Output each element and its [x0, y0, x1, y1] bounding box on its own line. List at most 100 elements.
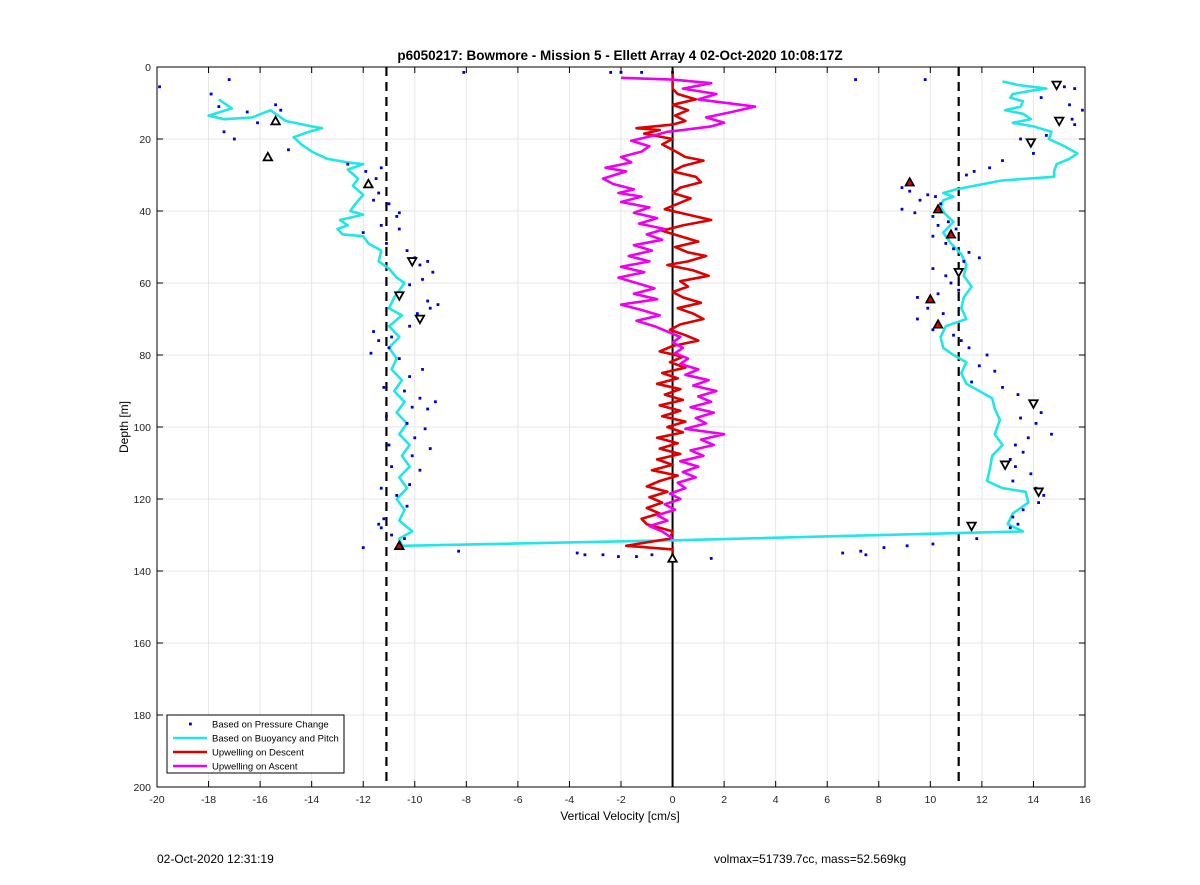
x-axis-label: Vertical Velocity [cm/s] — [560, 809, 679, 823]
data-point — [959, 339, 963, 342]
x-tick-label: -20 — [149, 794, 164, 806]
data-point — [640, 71, 644, 74]
data-point — [426, 299, 430, 303]
data-point — [457, 549, 460, 553]
glider-marker — [904, 176, 916, 187]
y-axis-label: Depth [m] — [117, 401, 131, 453]
data-point — [385, 242, 388, 245]
data-point — [408, 483, 412, 486]
y-tick-label: 100 — [133, 422, 151, 434]
series-upwelling-on-ascent — [601, 76, 757, 540]
glider-marker — [1053, 116, 1065, 128]
data-point — [1016, 522, 1020, 526]
data-point — [1073, 87, 1077, 90]
data-point — [952, 333, 955, 337]
data-point — [410, 405, 414, 409]
data-point — [931, 328, 935, 332]
x-tick-label: -4 — [565, 794, 574, 806]
data-point — [379, 224, 383, 227]
data-point — [575, 551, 579, 555]
x-tick-label: -8 — [462, 794, 471, 806]
series-line — [207, 80, 1079, 548]
data-point — [908, 189, 912, 193]
data-point — [382, 386, 386, 389]
series-layer — [158, 70, 1084, 563]
data-point — [972, 170, 976, 173]
data-point — [382, 517, 386, 521]
data-point — [423, 427, 427, 431]
x-tick-label: -14 — [304, 794, 319, 806]
data-point — [859, 549, 863, 553]
data-point — [405, 504, 409, 508]
y-tick-label: 140 — [133, 566, 151, 578]
data-point — [609, 71, 613, 74]
data-point — [403, 389, 406, 393]
data-point — [931, 267, 935, 270]
y-tick-label: 20 — [139, 134, 151, 146]
data-point — [377, 191, 381, 195]
legend-box — [166, 714, 345, 774]
y-tick-label: 0 — [145, 62, 151, 74]
data-point — [462, 71, 466, 74]
legend-label: Upwelling on Ascent — [212, 762, 298, 773]
data-point — [944, 274, 948, 278]
data-point — [387, 443, 391, 447]
data-point — [395, 215, 399, 218]
data-point — [209, 92, 213, 96]
data-point — [1008, 526, 1012, 530]
data-point — [413, 436, 417, 440]
data-point — [372, 330, 375, 333]
data-point — [952, 247, 955, 251]
data-point — [279, 108, 283, 112]
data-point — [635, 555, 638, 558]
data-point — [287, 148, 290, 152]
data-point — [222, 130, 226, 134]
data-point — [426, 260, 430, 263]
data-point — [993, 369, 997, 373]
glider-marker — [362, 177, 375, 189]
glider-marker — [414, 314, 426, 326]
data-point — [408, 375, 412, 378]
data-point — [970, 380, 973, 384]
data-point — [431, 270, 435, 274]
data-point — [975, 537, 979, 540]
data-point — [650, 553, 654, 557]
data-point — [217, 105, 221, 108]
glider-marker — [393, 539, 405, 550]
data-point — [916, 317, 919, 321]
x-tick-label: 0 — [670, 794, 676, 806]
x-tick-label: -16 — [253, 794, 268, 806]
data-point — [415, 312, 419, 315]
data-point — [905, 544, 909, 548]
data-point — [418, 468, 422, 472]
data-point — [931, 234, 935, 238]
y-tick-label: 200 — [133, 782, 151, 794]
data-point — [421, 278, 424, 281]
legend-swatch — [189, 722, 192, 726]
glider-marker — [1032, 487, 1045, 498]
y-tick-label: 160 — [133, 638, 151, 650]
data-point — [227, 78, 231, 81]
data-point — [931, 215, 935, 218]
data-point — [379, 526, 383, 530]
data-point — [385, 414, 388, 418]
glider-marker — [965, 521, 978, 533]
legend-label: Upwelling on Descent — [212, 748, 304, 759]
data-point — [1037, 501, 1040, 504]
glider-marker — [262, 150, 274, 162]
data-point — [967, 251, 971, 254]
data-point — [405, 249, 409, 252]
data-point — [1021, 508, 1025, 512]
data-point — [841, 551, 845, 555]
data-point — [916, 296, 919, 299]
data-point — [346, 162, 350, 166]
data-point — [864, 553, 868, 557]
data-point — [1001, 159, 1004, 162]
data-point — [390, 465, 393, 468]
data-point — [397, 357, 401, 360]
data-point — [421, 368, 424, 371]
data-point — [1011, 479, 1015, 483]
data-point — [426, 407, 430, 411]
data-point — [428, 447, 432, 450]
data-point — [1029, 472, 1033, 476]
